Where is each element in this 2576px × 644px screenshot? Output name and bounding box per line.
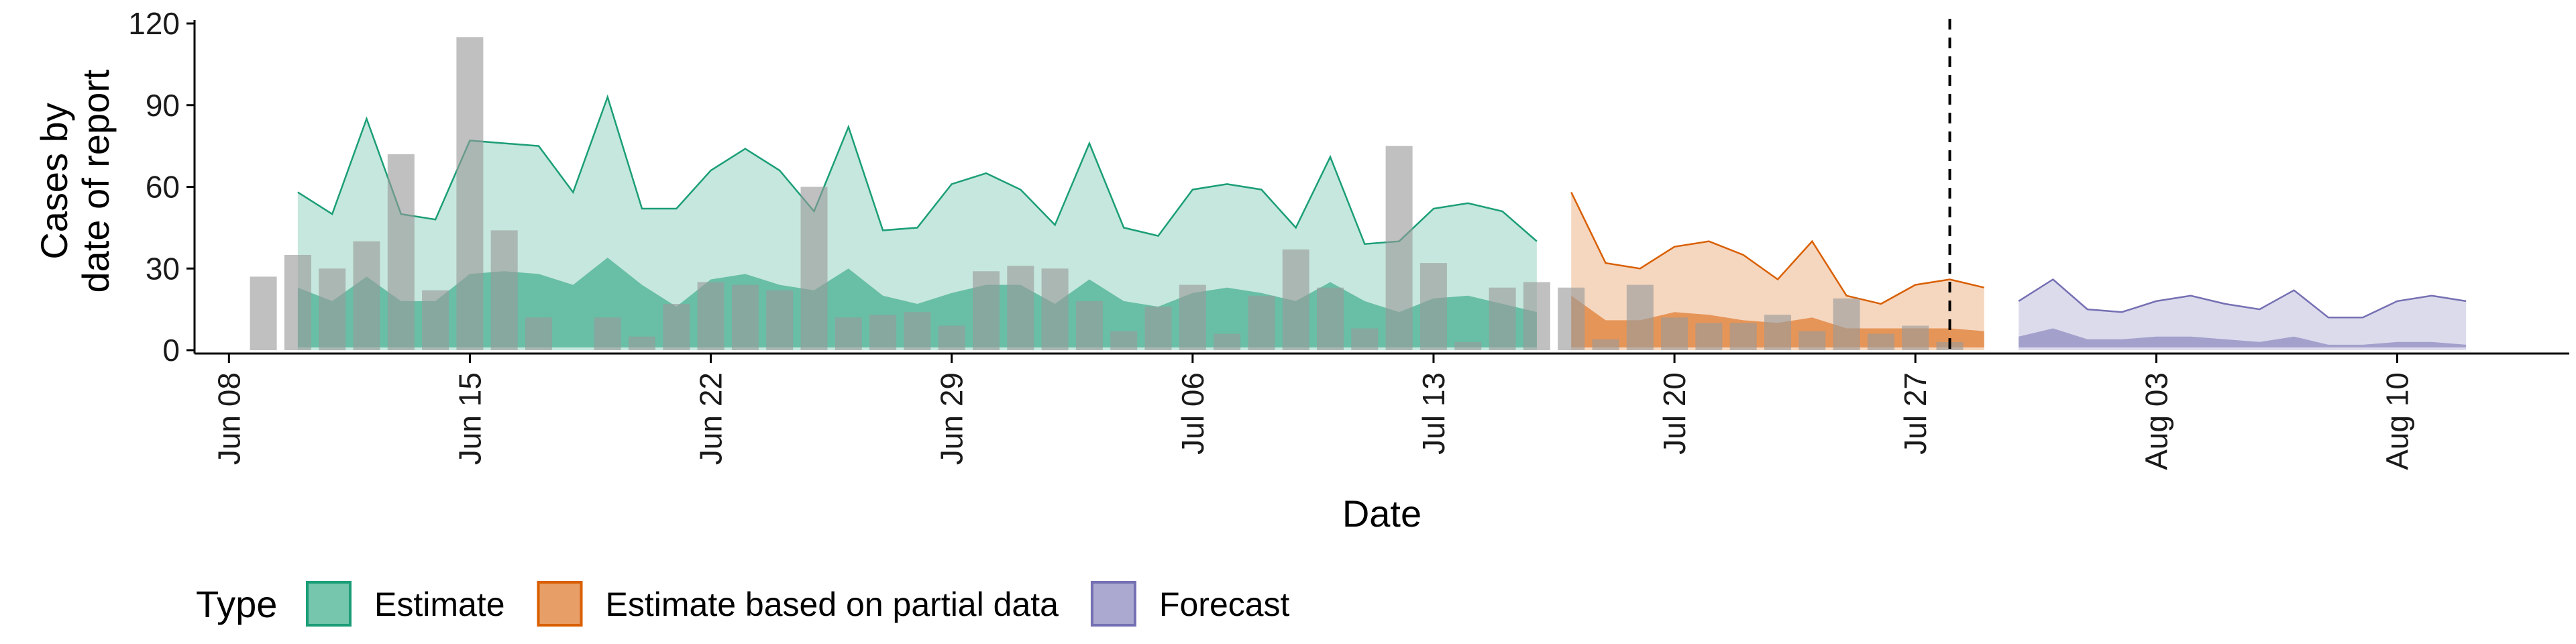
estimate-based-on-partial-data-90-ribbon (1571, 192, 1984, 350)
observed-case-bar (456, 37, 484, 351)
observed-case-bar (422, 290, 449, 350)
observed-case-bar (697, 282, 724, 350)
x-tick-label: Jun 29 (934, 372, 969, 465)
legend-label: Forecast (1159, 586, 1290, 623)
y-tick-label: 90 (146, 88, 180, 123)
observed-bars-layer (250, 37, 1964, 351)
observed-case-bar (766, 290, 794, 350)
legend: Type Estimate Estimate based on partial d… (196, 581, 1290, 627)
observed-case-bar (490, 230, 518, 350)
estimate-based-on-partial-data-upper-line (1570, 192, 1985, 305)
observed-case-bar (973, 271, 1000, 350)
observed-case-bar (284, 255, 311, 350)
y-tick-label: 0 (162, 333, 180, 368)
x-tick-label: Jul 06 (1175, 372, 1210, 455)
observed-case-bar (1007, 266, 1034, 350)
observed-case-bar (1902, 325, 1929, 350)
observed-case-bar (1110, 331, 1138, 350)
y-tick-label: 30 (146, 251, 180, 286)
observed-case-bar (594, 317, 621, 350)
x-tick-label: Jul 27 (1898, 372, 1933, 455)
observed-case-bar (1385, 146, 1413, 350)
legend-label: Estimate based on partial data (606, 586, 1059, 623)
observed-case-bar (1351, 328, 1379, 350)
observed-case-bar (1523, 282, 1550, 350)
legend-key (306, 581, 352, 627)
observed-case-bar (1041, 268, 1069, 351)
legend-label: Estimate (374, 586, 505, 623)
observed-case-bar (1833, 298, 1860, 350)
observed-case-bar (1867, 333, 1894, 350)
observed-case-bar (1695, 323, 1723, 350)
x-tick-label: Jul 20 (1657, 372, 1692, 455)
observed-case-bar (1764, 315, 1791, 350)
observed-case-bar (1179, 284, 1206, 350)
y-ticks: 0 30 60 90 120 (128, 6, 195, 368)
estimate-upper-line (297, 94, 1538, 246)
observed-case-bar (1799, 331, 1826, 350)
observed-case-bar (1489, 287, 1516, 350)
observed-case-bar (1248, 295, 1275, 350)
observed-case-bar (1419, 263, 1447, 350)
observed-case-bar (353, 241, 380, 350)
observed-case-bar (1558, 287, 1585, 350)
y-tick-label: 60 (146, 170, 180, 205)
observed-case-bar (1661, 317, 1688, 350)
observed-case-bar (1454, 341, 1482, 350)
observed-case-bar (1282, 249, 1309, 350)
x-tick-label: Aug 10 (2379, 372, 2414, 470)
ribbon-layer (297, 94, 2467, 350)
y-tick-label: 120 (128, 6, 180, 41)
x-tick-label: Aug 03 (2139, 372, 2174, 470)
observed-case-bar (387, 154, 415, 351)
observed-case-bar (1144, 307, 1172, 350)
legend-title: Type (196, 583, 277, 625)
forecast-upper-line (2018, 278, 2467, 319)
observed-case-bar (904, 312, 931, 350)
observed-case-bar (525, 317, 552, 350)
forecast-90-ribbon (2019, 279, 2467, 350)
legend-key (1090, 581, 1136, 627)
observed-case-bar (1729, 323, 1757, 350)
axes: 0 30 60 90 120 Jun 08 Jun 15 Jun 22 Jun 29 Jul 0… (128, 6, 2569, 470)
x-tick-label: Jun 08 (211, 372, 246, 465)
y-axis-title-line: Cases by (33, 103, 75, 259)
observed-case-bar (1626, 284, 1654, 350)
x-ticks: Jun 08 Jun 15 Jun 22 Jun 29 Jul 06 Jul 13 Jul … (211, 354, 2414, 470)
observed-case-bar (1214, 333, 1241, 350)
observed-case-bar (663, 304, 690, 350)
observed-case-bar (938, 325, 965, 350)
observed-case-bar (731, 284, 759, 350)
observed-case-bar (250, 276, 277, 350)
x-tick-label: Jun 22 (694, 372, 729, 465)
observed-case-bar (835, 317, 862, 350)
observed-case-bar (1317, 287, 1344, 350)
y-axis-title: Cases bydate of report (33, 69, 117, 293)
observed-case-bar (800, 186, 828, 350)
x-tick-label: Jul 13 (1416, 372, 1451, 455)
observed-case-bar (1592, 339, 1619, 350)
observed-case-bar (628, 336, 655, 350)
observed-case-bar (319, 268, 346, 351)
x-tick-label: Jun 15 (452, 372, 487, 465)
observed-case-bar (1075, 301, 1103, 350)
observed-case-bar (869, 315, 897, 350)
x-axis-title: Date (1342, 492, 1421, 535)
y-axis-title-line: date of report (74, 69, 117, 293)
forecast-50-ribbon (2019, 328, 2467, 347)
legend-key (537, 581, 583, 627)
